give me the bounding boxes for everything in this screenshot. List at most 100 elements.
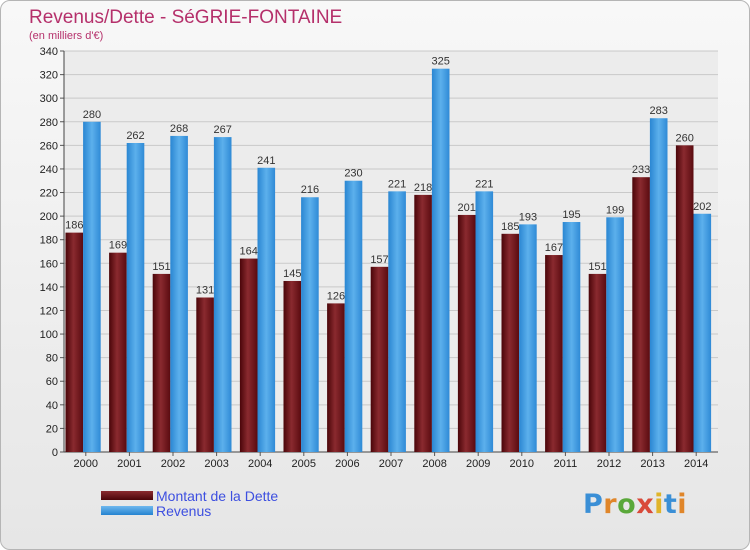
y-tick-label: 100: [40, 329, 58, 341]
data-label: 157: [370, 254, 388, 266]
logo-letter: r: [603, 489, 618, 520]
data-label: 167: [545, 242, 563, 254]
y-tick-label: 160: [40, 258, 58, 270]
bar-revenus: [606, 217, 624, 452]
x-tick-label: 2004: [248, 458, 272, 470]
x-tick-label: 2011: [554, 458, 578, 470]
bar-dette: [588, 273, 607, 452]
bar-dette: [632, 177, 650, 452]
bar-revenus: [170, 135, 188, 452]
bar-revenus: [649, 118, 668, 452]
y-tick-label: 120: [40, 305, 58, 317]
logo-letter: t: [663, 489, 678, 520]
y-tick-label: 180: [40, 235, 58, 247]
data-label: 241: [257, 155, 275, 167]
x-tick-label: 2008: [422, 458, 446, 470]
data-label: 260: [676, 132, 694, 144]
chart-title: Revenus/Dette - SéGRIE-FONTAINE: [29, 7, 343, 28]
data-label: 221: [475, 178, 493, 190]
legend: Montant de la Dette Revenus: [101, 487, 279, 519]
logo-letter: i: [677, 489, 688, 520]
data-label: 268: [170, 123, 188, 135]
x-tick-label: 2007: [379, 458, 403, 470]
y-tick-label: 40: [46, 400, 58, 412]
bar-dette: [327, 303, 345, 452]
y-tick-label: 300: [40, 93, 58, 105]
y-tick-label: 60: [46, 376, 58, 388]
legend-swatch-dette: [101, 491, 153, 500]
bar-revenus: [431, 68, 450, 453]
bar-revenus: [344, 180, 363, 452]
legend-label-dette: Montant de la Dette: [156, 487, 279, 504]
y-tick-label: 280: [40, 117, 58, 129]
data-label: 267: [214, 124, 232, 136]
legend-item-revenus: Revenus: [101, 502, 278, 519]
chart-subtitle: (en milliers d'€): [29, 30, 104, 42]
bar-revenus: [475, 191, 494, 452]
data-label: 131: [196, 284, 214, 296]
x-tick-label: 2009: [466, 458, 490, 470]
x-tick-label: 2005: [292, 458, 316, 470]
legend-item-dette: Montant de la Dette: [101, 487, 279, 504]
bar-dette: [370, 266, 389, 452]
bar-revenus: [213, 137, 232, 453]
y-tick-label: 340: [40, 46, 58, 58]
y-tick-label: 320: [40, 70, 58, 82]
data-label: 164: [240, 246, 258, 258]
bar-revenus: [126, 142, 145, 452]
data-label: 195: [562, 209, 580, 221]
y-tick-label: 220: [40, 188, 58, 200]
x-tick-label: 2012: [597, 458, 621, 470]
x-tick-label: 2013: [640, 458, 664, 470]
bar-revenus: [388, 191, 406, 452]
proxiti-logo: Proxiti: [583, 489, 687, 520]
data-label: 126: [327, 290, 345, 302]
bar-dette: [239, 258, 258, 452]
data-label: 233: [632, 164, 650, 176]
data-label: 262: [126, 130, 144, 142]
bar-revenus: [83, 121, 101, 452]
data-label: 185: [501, 221, 519, 233]
data-label: 193: [519, 211, 537, 223]
bar-revenus: [693, 213, 712, 452]
logo-letter: i: [654, 489, 664, 520]
y-tick-label: 260: [40, 140, 58, 152]
bar-revenus: [257, 167, 276, 452]
logo-letter: o: [617, 489, 637, 520]
bar-revenus: [562, 222, 581, 452]
x-tick-label: 2010: [510, 458, 534, 470]
y-tick-label: 0: [52, 447, 58, 459]
data-label: 199: [606, 204, 624, 216]
data-label: 151: [588, 261, 606, 273]
bar-dette: [545, 255, 563, 452]
x-tick-label: 2001: [117, 458, 141, 470]
y-tick-label: 200: [40, 211, 58, 223]
logo-letter: P: [583, 489, 604, 520]
y-tick-label: 20: [46, 423, 58, 435]
x-tick-label: 2002: [161, 458, 185, 470]
bar-dette: [283, 280, 302, 452]
data-label: 280: [83, 109, 101, 121]
bar-dette: [152, 273, 171, 452]
y-tick-label: 80: [46, 353, 58, 365]
x-tick-label: 2003: [204, 458, 228, 470]
bar-dette: [109, 252, 127, 452]
data-label: 325: [432, 56, 450, 68]
logo-letter: x: [636, 489, 655, 520]
data-label: 201: [458, 202, 476, 214]
data-label: 230: [344, 168, 362, 180]
bar-dette: [675, 145, 694, 452]
data-label: 145: [283, 268, 301, 280]
y-tick-label: 140: [40, 282, 58, 294]
bar-dette: [196, 297, 214, 452]
legend-swatch-revenus: [101, 506, 153, 515]
legend-label-revenus: Revenus: [156, 502, 212, 519]
bar-revenus: [519, 224, 537, 452]
bar-dette: [457, 214, 476, 452]
data-label: 186: [65, 220, 83, 232]
data-label: 218: [414, 182, 432, 194]
bar-dette: [414, 194, 432, 452]
x-tick-label: 2014: [684, 458, 708, 470]
